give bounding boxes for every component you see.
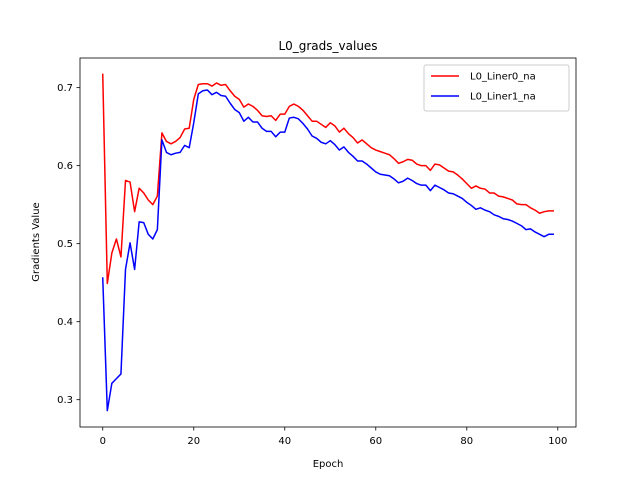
x-tick-label: 60	[369, 436, 382, 447]
y-axis-label: Gradients Value	[31, 202, 42, 281]
series-layer	[101, 73, 554, 412]
legend-box	[423, 64, 570, 112]
legend-label-1: L0_Liner1_na	[470, 92, 536, 103]
x-tick-label: 20	[187, 436, 200, 447]
y-ticks: 0.3 0.4 0.5 0.6 0.7	[57, 83, 80, 406]
x-tick-label: 0	[100, 436, 106, 447]
x-tick-label: 80	[460, 436, 473, 447]
plot-area	[80, 58, 576, 427]
legend-label-0: L0_Liner0_na	[470, 72, 536, 83]
y-tick-label: 0.5	[57, 239, 73, 250]
y-tick-label: 0.6	[57, 161, 73, 172]
x-axis-label: Epoch	[313, 459, 344, 470]
axes-layer	[79, 57, 577, 428]
y-tick-label: 0.3	[57, 395, 73, 406]
plot-frame	[79, 57, 577, 428]
chart-title: L0_grads_values	[278, 39, 377, 53]
y-tick-label: 0.4	[57, 317, 73, 328]
x-ticks: 0 20 40 60 80 100	[100, 427, 567, 447]
y-tick-label: 0.7	[57, 83, 73, 94]
x-tick-label: 100	[548, 436, 567, 447]
series-line-0	[101, 73, 554, 285]
legend: L0_Liner0_na L0_Liner1_na	[423, 64, 570, 112]
series-line-1	[101, 89, 554, 412]
x-tick-label: 40	[278, 436, 291, 447]
